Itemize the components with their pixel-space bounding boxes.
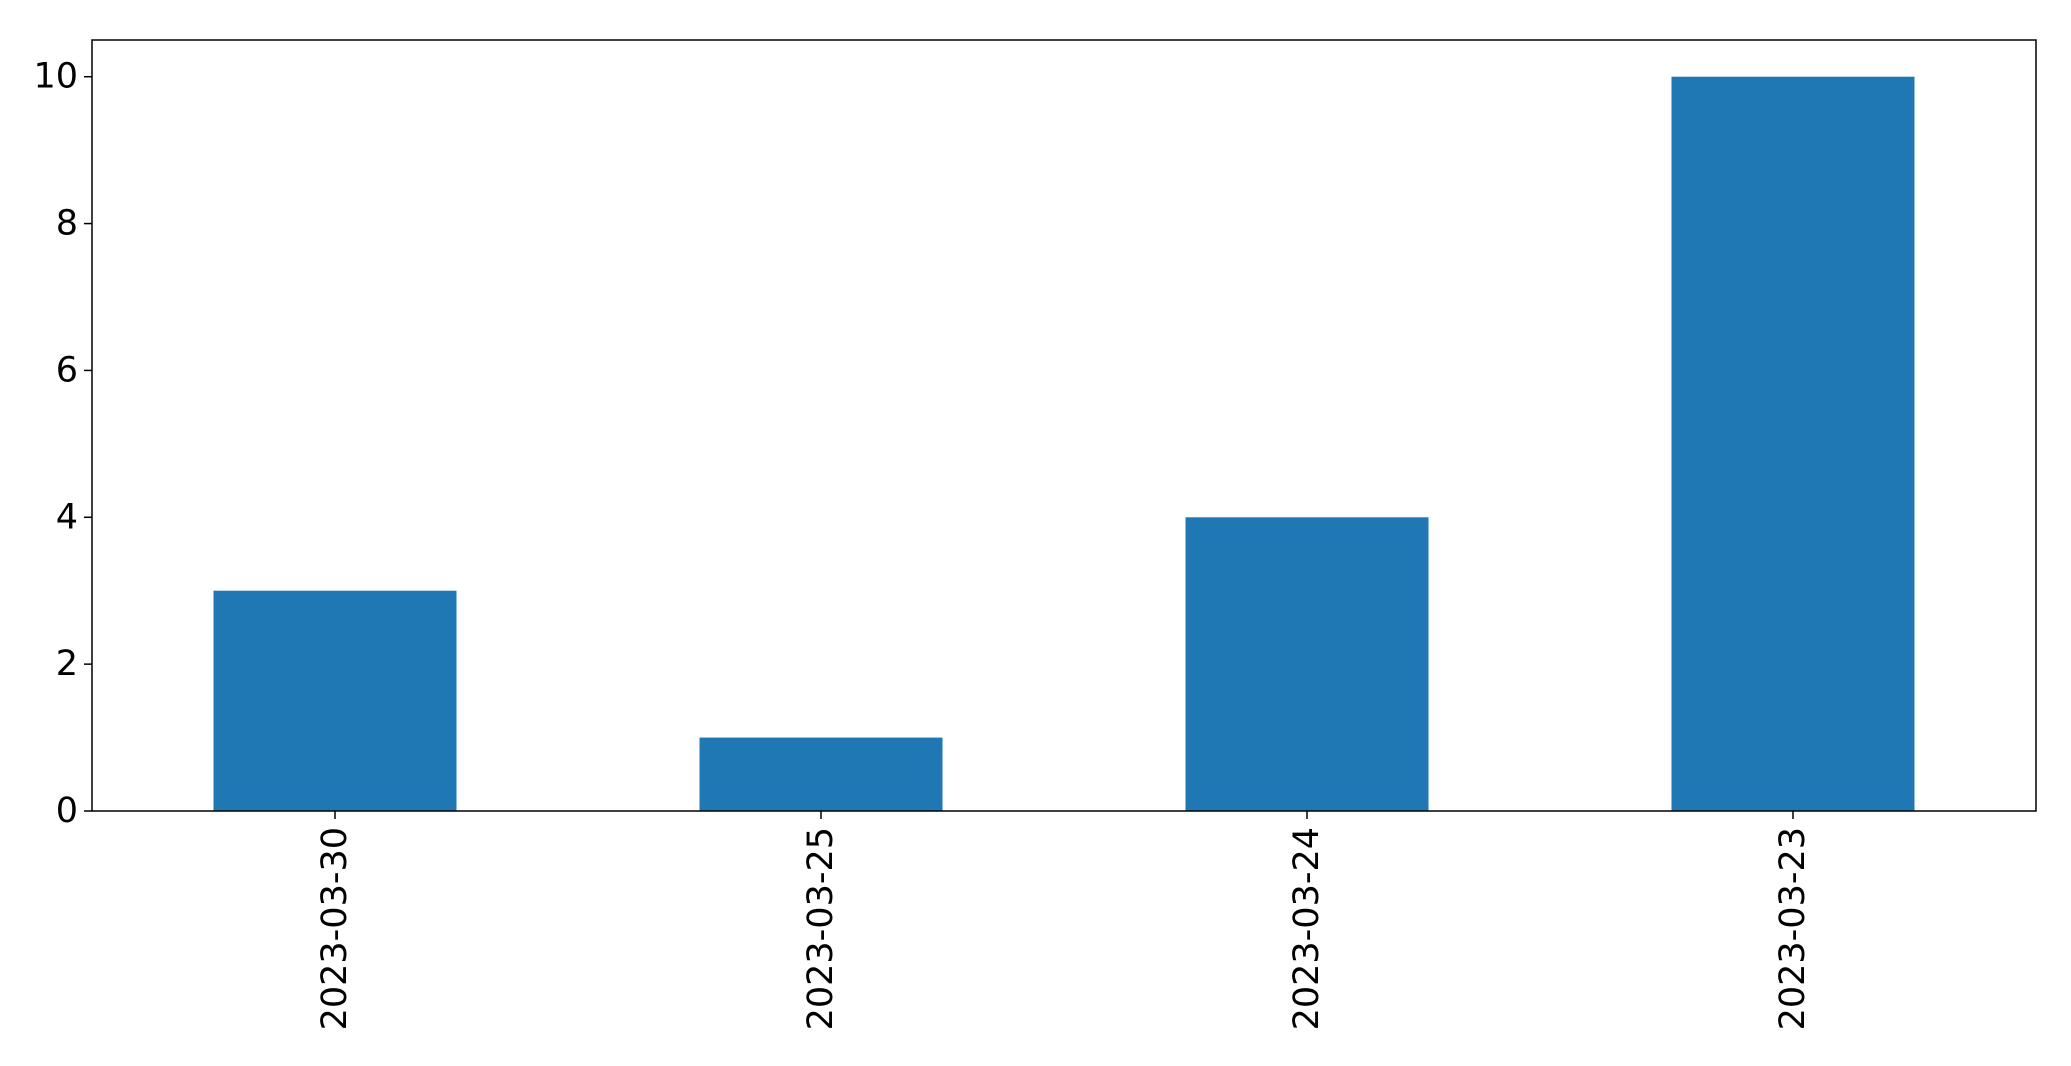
- y-axis: 0 2 4 6 8 10: [33, 57, 92, 831]
- bars-group: [213, 76, 1915, 811]
- x-tick-label: 2023-03-24: [1287, 827, 1327, 1030]
- y-tick-label: 8: [56, 204, 78, 244]
- bar-2023-03-24: [1185, 517, 1429, 811]
- plot-frame: [91, 39, 2037, 812]
- y-tick-label: 6: [56, 350, 78, 390]
- bar-2023-03-23: [1671, 76, 1915, 811]
- y-tick-label: 2: [56, 644, 78, 684]
- bar-2023-03-30: [213, 590, 457, 811]
- y-tick-label: 10: [33, 57, 78, 97]
- y-tick-label: 0: [56, 791, 78, 831]
- x-tick-label: 2023-03-25: [801, 827, 841, 1030]
- bar-2023-03-25: [699, 737, 943, 811]
- y-tick-label: 4: [56, 497, 78, 537]
- x-tick-label: 2023-03-23: [1773, 827, 1813, 1030]
- x-axis: 2023-03-30 2023-03-25 2023-03-24 2023-03-23: [315, 811, 1813, 1030]
- x-tick-label: 2023-03-30: [315, 827, 355, 1030]
